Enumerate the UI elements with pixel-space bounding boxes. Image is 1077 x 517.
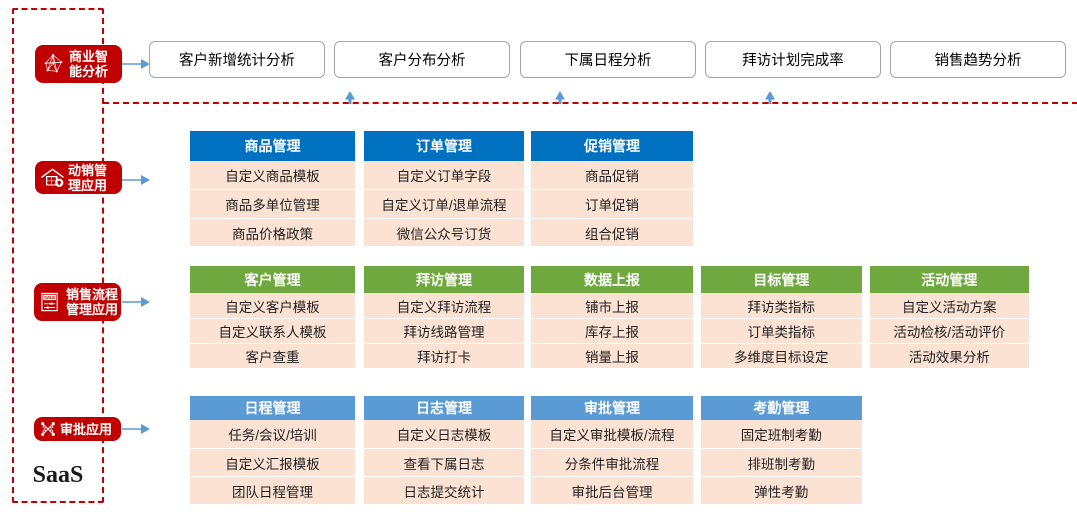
svg-text:SALE: SALE (44, 294, 55, 299)
